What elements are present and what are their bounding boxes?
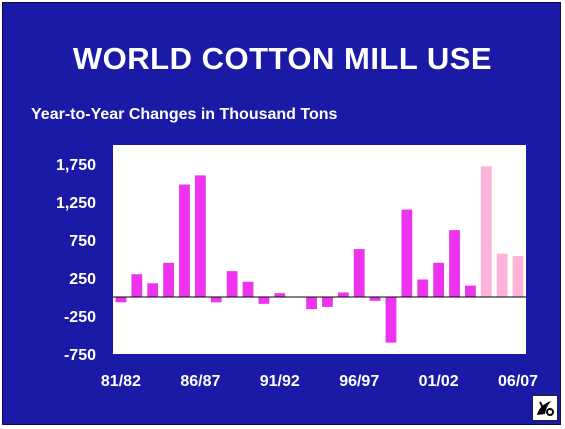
growth-annotation: +8% <box>482 150 514 167</box>
bar-82-83 <box>131 274 143 297</box>
x-tick-label: 06/07 <box>498 373 538 390</box>
bar-00-01 <box>417 279 429 297</box>
bar-87-88 <box>210 297 222 303</box>
y-tick-label: 1,750 <box>56 157 96 174</box>
plot-area <box>113 145 526 354</box>
chart-title: WORLD COTTON MILL USE <box>72 41 493 76</box>
bar-04-05 <box>480 166 492 297</box>
bar-88-89 <box>226 271 238 297</box>
bar-85-86 <box>179 184 190 297</box>
bar-97-98 <box>369 297 381 301</box>
y-axis-ticks: 1,750 1,250 750 250 -250 -750 <box>56 157 96 364</box>
bar-94-95 <box>322 297 333 307</box>
bar-03-04 <box>465 285 476 297</box>
bar-05-06 <box>496 253 508 297</box>
bar-93-94 <box>306 297 317 310</box>
bar-89-90 <box>242 281 254 297</box>
bar-98-99 <box>385 297 397 343</box>
bar-99-00 <box>401 209 413 297</box>
bar-06-07 <box>512 255 524 297</box>
bar-01-02 <box>433 262 445 297</box>
bar-91-92 <box>274 293 286 297</box>
cotton-logo-icon <box>532 395 558 421</box>
bar-96-97 <box>353 249 365 297</box>
x-axis-ticks: 81/82 86/87 91/92 96/97 01/02 06/07 <box>101 373 538 390</box>
bar-84-85 <box>163 262 174 297</box>
bar-81-82 <box>115 297 127 303</box>
bar-02-03 <box>449 230 460 297</box>
x-tick-label: 86/87 <box>180 373 220 390</box>
x-tick-label: 81/82 <box>101 373 141 390</box>
y-tick-label: 250 <box>69 271 96 288</box>
bar-86-87 <box>194 175 206 297</box>
y-tick-label: -750 <box>64 347 96 364</box>
bar-95-96 <box>337 292 349 297</box>
chart-subtitle: Year-to-Year Changes in Thousand Tons <box>31 106 338 123</box>
bar-90-91 <box>258 297 270 304</box>
x-tick-label: 01/02 <box>419 373 459 390</box>
bars-group <box>115 166 524 343</box>
x-tick-label: 96/97 <box>339 373 379 390</box>
y-tick-label: 750 <box>69 233 96 250</box>
y-tick-label: -250 <box>64 309 96 326</box>
y-tick-label: 1,250 <box>56 195 96 212</box>
bar-83-84 <box>147 283 159 297</box>
x-tick-label: 91/92 <box>260 373 300 390</box>
